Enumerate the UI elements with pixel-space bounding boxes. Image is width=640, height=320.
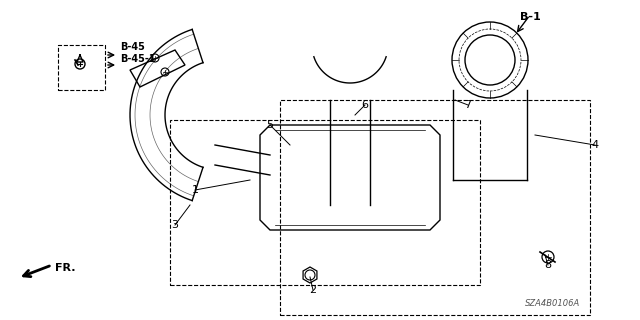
Text: FR.: FR.	[55, 263, 76, 273]
Bar	[170, 120, 480, 285]
Text: 5: 5	[266, 120, 273, 130]
Text: 7: 7	[465, 100, 472, 110]
Text: SZA4B0106A: SZA4B0106A	[525, 299, 580, 308]
Text: 4: 4	[591, 140, 598, 150]
Text: 6: 6	[362, 100, 369, 110]
Bar	[280, 100, 590, 315]
Text: 2: 2	[309, 285, 317, 295]
Text: 1: 1	[191, 185, 198, 195]
Text: B-1: B-1	[520, 12, 541, 22]
Text: B-45: B-45	[120, 42, 145, 52]
Text: B-45-1: B-45-1	[120, 54, 156, 64]
Text: 3: 3	[172, 220, 179, 230]
Text: 8: 8	[545, 260, 552, 270]
Bar	[58, 45, 105, 90]
